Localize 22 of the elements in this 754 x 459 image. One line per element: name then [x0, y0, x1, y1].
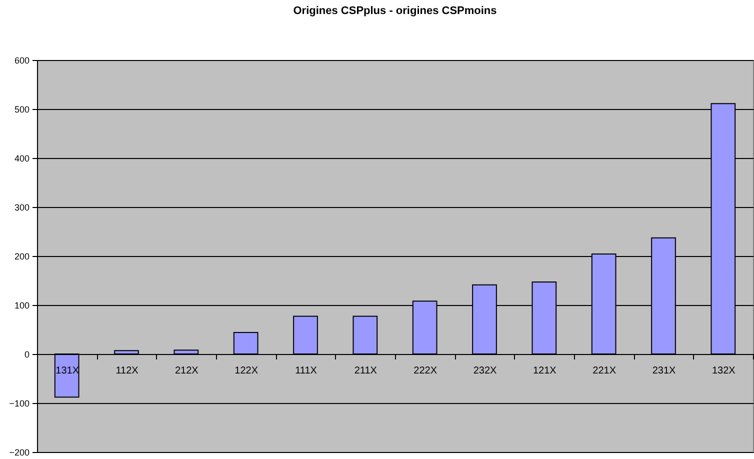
y-tick-label: 300: [14, 202, 30, 212]
x-tick-label: 122X: [234, 366, 258, 376]
y-tick-label: −100: [9, 398, 30, 408]
x-tick-label: 112X: [116, 366, 139, 376]
y-tick-label: 400: [14, 154, 30, 164]
x-tick-label: 231X: [652, 366, 676, 376]
x-tick-label: 221X: [592, 366, 616, 376]
x-tick-label: 132X: [712, 366, 736, 376]
x-tick-label: 232X: [473, 366, 498, 376]
x-tick-label: 212X: [174, 366, 199, 376]
y-tick-label: 0: [24, 350, 30, 360]
x-tick-label: 131X: [56, 366, 80, 376]
y-tick-label: 500: [14, 104, 30, 114]
x-tick-label: 121X: [532, 366, 557, 376]
y-tick-label: 600: [14, 56, 30, 66]
x-tick-label: 222X: [414, 366, 438, 376]
y-tick-label: 200: [14, 252, 30, 262]
x-tick-label: 111X: [295, 366, 318, 376]
x-tick-label: 211X: [354, 366, 378, 376]
chart-title: Origines CSPplus - origines CSPmoins: [293, 5, 497, 17]
y-tick-label: 100: [14, 300, 30, 310]
y-tick-label: −200: [9, 448, 30, 458]
